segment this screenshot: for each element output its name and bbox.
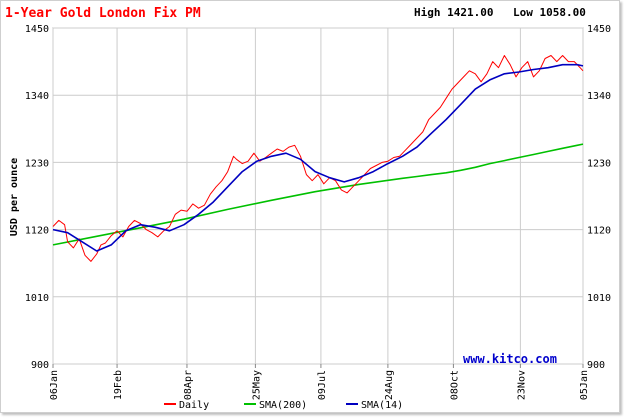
y-tick-label-left: 1010 bbox=[25, 293, 49, 304]
y-tick-label-right: 1230 bbox=[587, 158, 611, 169]
x-tick-label: 08Apr bbox=[183, 370, 194, 400]
y-tick-label-right: 1010 bbox=[587, 293, 611, 304]
x-axis: 06Jan 19Feb 08Apr 25May 09Jul 24Aug 08Oct 23Nov… bbox=[49, 364, 590, 400]
y-tick-label-left: 1340 bbox=[25, 91, 49, 102]
x-tick-label: 23Nov bbox=[516, 370, 527, 400]
y-tick-label-left: 900 bbox=[31, 360, 49, 371]
grid-lines bbox=[52, 27, 584, 365]
y-axis-left: 900 1010 1120 1230 1340 1450 bbox=[25, 24, 49, 371]
high-value-label: High 1421.00 bbox=[414, 6, 493, 19]
series-line-sma-14 bbox=[52, 63, 584, 252]
x-tick-label: 05Jan bbox=[579, 370, 590, 400]
y-axis-right: 900 1010 1120 1230 1340 1450 bbox=[587, 24, 611, 371]
legend-label: SMA(14) bbox=[361, 400, 403, 411]
series-line-daily bbox=[52, 55, 584, 262]
legend: Daily SMA(200) SMA(14) bbox=[164, 400, 403, 411]
y-tick-label-left: 1450 bbox=[25, 24, 49, 35]
y-tick-label-left: 1120 bbox=[25, 226, 49, 237]
watermark: www.kitco.com bbox=[463, 352, 557, 366]
y-axis-label: USD per ounce bbox=[9, 158, 20, 236]
y-tick-label-right: 1450 bbox=[587, 24, 611, 35]
y-tick-label-right: 1340 bbox=[587, 91, 611, 102]
plot-area bbox=[52, 27, 584, 365]
x-tick-label: 25May bbox=[251, 370, 262, 400]
y-tick-label-right: 1120 bbox=[587, 226, 611, 237]
legend-label: SMA(200) bbox=[259, 400, 307, 411]
x-tick-label: 06Jan bbox=[49, 370, 60, 400]
x-tick-label: 08Oct bbox=[449, 370, 460, 400]
y-tick-label-left: 1230 bbox=[25, 158, 49, 169]
chart-title: 1-Year Gold London Fix PM bbox=[5, 6, 201, 21]
chart-frame: 900 1010 1120 1230 1340 1450 900 1010 1120 1230 1… bbox=[0, 0, 620, 413]
legend-label: Daily bbox=[179, 400, 209, 411]
x-tick-label: 19Feb bbox=[113, 370, 124, 400]
low-value-label: Low 1058.00 bbox=[513, 6, 586, 19]
y-tick-label-right: 900 bbox=[587, 360, 605, 371]
gold-price-chart: 900 1010 1120 1230 1340 1450 900 1010 1120 1230 1… bbox=[5, 6, 611, 411]
series-layer bbox=[52, 55, 584, 262]
x-tick-label: 24Aug bbox=[384, 370, 395, 400]
series-line-sma-200 bbox=[52, 143, 584, 246]
x-tick-label: 09Jul bbox=[317, 370, 328, 400]
